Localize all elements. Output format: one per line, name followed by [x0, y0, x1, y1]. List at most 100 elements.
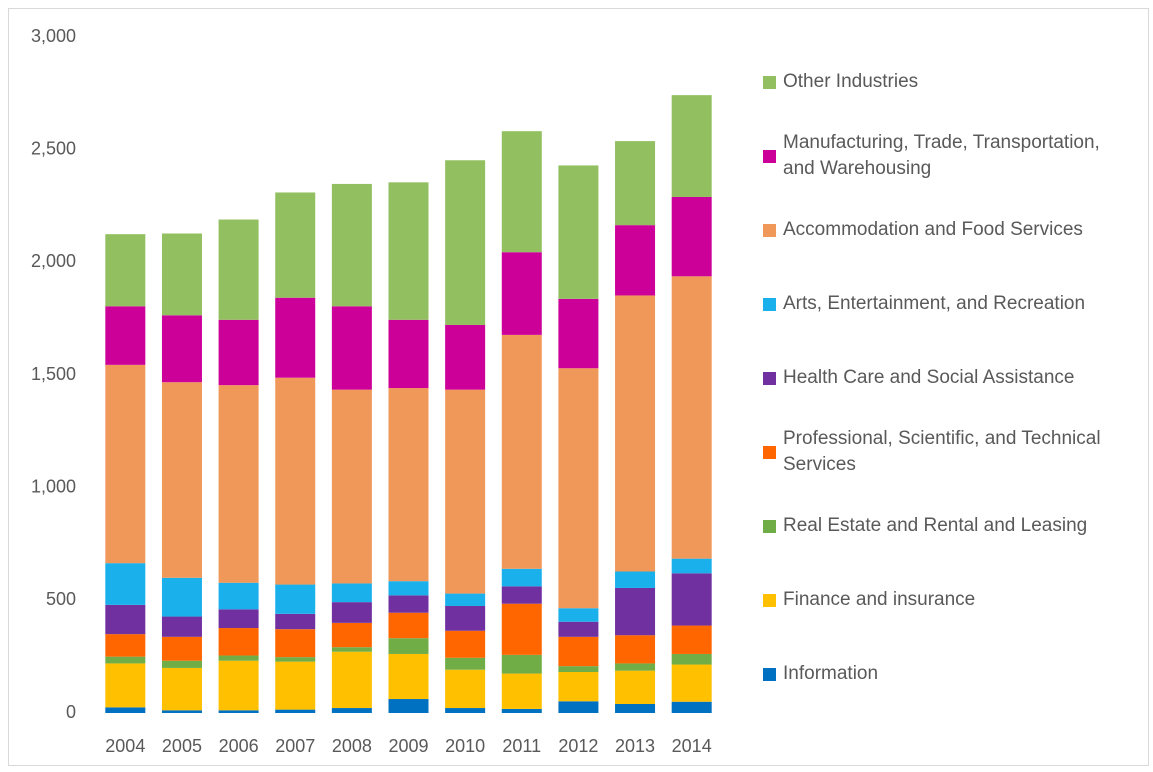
bar-segment [671, 653, 712, 665]
bar-segment [388, 319, 429, 389]
bar-segment [331, 622, 372, 648]
bar-segment [671, 664, 712, 702]
bar-segment [388, 612, 429, 639]
bar-segment [671, 625, 712, 654]
bar-segment [161, 710, 202, 713]
bar-segment [501, 673, 542, 709]
bar-segment [445, 160, 486, 325]
bar-segment [161, 616, 202, 637]
bar-segment [501, 586, 542, 604]
bar-segment [615, 225, 656, 296]
bar-segment [331, 651, 372, 709]
legend-swatch [763, 297, 776, 311]
bar-segment [615, 670, 656, 704]
bar-segment [388, 699, 429, 713]
legend-item: Arts, Entertainment, and Recreation [763, 267, 1128, 341]
legend-swatch [763, 593, 776, 607]
legend-item: Accommodation and Food Services [763, 193, 1128, 267]
bar-segment [501, 252, 542, 335]
bar-segment [275, 657, 316, 662]
legend-label: Accommodation and Food Services [783, 219, 1083, 240]
bar-segment [388, 653, 429, 700]
x-tick-label: 2007 [275, 736, 315, 756]
legend-label: Professional, Scientific, and Technical … [783, 428, 1101, 475]
bar-segment [388, 388, 429, 582]
bar-segment [445, 657, 486, 670]
legend-item: Information [763, 637, 1128, 711]
bar-segment [558, 701, 599, 713]
bar-segment [558, 298, 599, 369]
bar-segment [445, 605, 486, 631]
bar-segment [275, 613, 316, 630]
legend-label: Finance and insurance [783, 589, 976, 610]
bar-segment [615, 571, 656, 588]
bar-segment [105, 306, 146, 365]
legend-swatch [763, 445, 776, 459]
bar-segment [105, 707, 146, 713]
bar-segment [331, 647, 372, 652]
bar-segment [445, 324, 486, 390]
y-tick-label: 500 [46, 589, 76, 609]
bar-segment [275, 297, 316, 378]
bar-segment [615, 663, 656, 671]
bar-segment [218, 710, 259, 713]
bar-segment [105, 604, 146, 635]
chart-frame [8, 8, 1149, 766]
legend-label: Other Industries [783, 71, 919, 92]
bar-segment [331, 708, 372, 713]
bar-segment [161, 577, 202, 617]
bar-segment [615, 635, 656, 664]
legend-swatch [763, 75, 776, 89]
y-tick-label: 3,000 [31, 26, 76, 46]
bar-segment [558, 666, 599, 672]
legend-swatch [763, 149, 776, 163]
x-tick-label: 2014 [672, 736, 712, 756]
bar-segment [275, 629, 316, 658]
bar-segment [388, 581, 429, 596]
bar-segment [615, 141, 656, 226]
bar-segment [275, 709, 316, 713]
bar-segment [501, 603, 542, 655]
bar-segment [501, 708, 542, 713]
bar-segment [558, 636, 599, 667]
x-tick-label: 2013 [615, 736, 655, 756]
y-tick-label: 1,000 [31, 476, 76, 496]
bar-segment [105, 634, 146, 657]
bar-segment [161, 660, 202, 668]
bar-segment [501, 131, 542, 253]
bar-segment [331, 306, 372, 390]
legend-label: Information [783, 663, 879, 684]
bar-segment [105, 364, 146, 564]
x-tick-label: 2009 [388, 736, 428, 756]
bar-segment [558, 165, 599, 299]
bar-segment [161, 667, 202, 711]
bar-segment [218, 660, 259, 711]
bar-segment [161, 636, 202, 661]
y-tick-label: 0 [66, 702, 76, 722]
bar-segment [558, 621, 599, 637]
x-tick-label: 2011 [502, 736, 541, 756]
bar-segment [218, 385, 259, 583]
bar-segment [331, 183, 372, 307]
legend-item: Other Industries [763, 45, 1128, 119]
bar-segment [501, 654, 542, 674]
bar-segment [105, 563, 146, 605]
bar-segment [218, 609, 259, 629]
bar-segment [558, 608, 599, 622]
bar-segment [105, 663, 146, 708]
bar-segment [445, 389, 486, 594]
bar-segment [331, 389, 372, 584]
x-tick-label: 2008 [332, 736, 372, 756]
legend-label: Arts, Entertainment, and Recreation [783, 293, 1086, 314]
bar-segment [615, 587, 656, 636]
y-tick-label: 1,500 [31, 364, 76, 384]
y-tick-label: 2,500 [31, 138, 76, 158]
x-tick-label: 2012 [558, 736, 598, 756]
bar-segment [445, 669, 486, 709]
bar-segment [388, 638, 429, 654]
bar-segment [161, 382, 202, 578]
bar-segment [445, 630, 486, 658]
legend-label: Manufacturing, Trade, Transportation, an… [783, 132, 1100, 179]
